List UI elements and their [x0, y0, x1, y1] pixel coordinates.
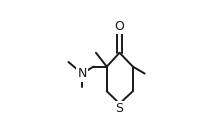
Text: S: S — [116, 102, 124, 115]
Text: N: N — [78, 67, 87, 80]
Text: O: O — [115, 20, 124, 33]
